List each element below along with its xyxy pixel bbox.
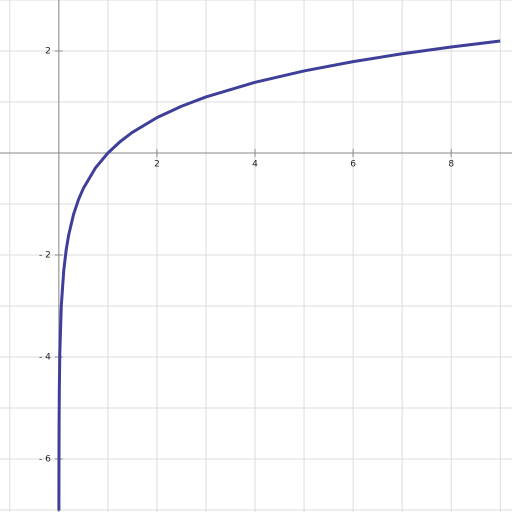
curve <box>57 39 501 511</box>
x-tick-label: 2 <box>154 159 160 169</box>
x-tick-label: 6 <box>350 159 356 169</box>
y-tick-label: - 6 <box>39 454 51 464</box>
y-tick-label: - 2 <box>39 250 51 260</box>
y-tick-label: - 4 <box>39 352 51 362</box>
x-tick-label: 4 <box>252 159 258 169</box>
x-tick-label: 8 <box>448 159 454 169</box>
y-tick-label: 2 <box>45 46 51 56</box>
